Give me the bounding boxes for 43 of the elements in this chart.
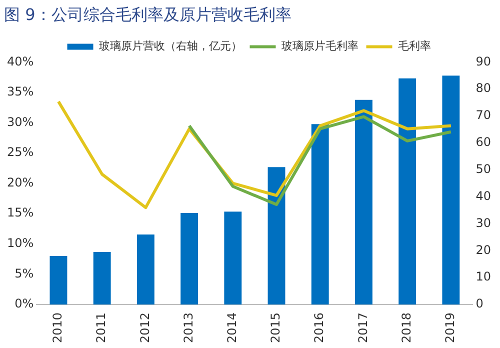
y2-tick-label: 80 [476, 81, 492, 96]
y2-tick-label: 40 [476, 188, 492, 203]
bar [224, 212, 242, 304]
y2-tick-label: 90 [476, 54, 492, 68]
legend-label: 毛利率 [398, 40, 431, 53]
bar [93, 252, 111, 304]
y2-tick-label: 70 [476, 108, 492, 122]
y-tick-label: 10% [7, 236, 34, 250]
bar [268, 167, 286, 304]
y2-tick-label: 10 [476, 270, 492, 284]
y-tick-label: 0% [14, 296, 34, 311]
y2-tick-label: 0 [476, 296, 484, 311]
x-tick-label: 2017 [356, 312, 370, 344]
legend-label: 玻璃原片毛利率 [281, 40, 358, 53]
x-tick-label: 2011 [94, 312, 108, 344]
bar [311, 124, 329, 304]
bar [442, 76, 460, 304]
y-tick-label: 15% [7, 206, 34, 220]
x-tick-label: 2018 [399, 312, 414, 344]
x-tick-label: 2010 [50, 312, 65, 344]
bar [136, 234, 154, 304]
x-tick-label: 2013 [181, 312, 196, 344]
y2-tick-label: 30 [476, 216, 492, 230]
x-tick-label: 2014 [225, 312, 240, 344]
y-tick-label: 25% [7, 145, 34, 160]
chart-title: 图 9：公司综合毛利率及原片营收毛利率 [4, 4, 292, 24]
y-tick-label: 5% [14, 266, 34, 280]
y-tick-label: 35% [7, 84, 34, 99]
legend-label: 玻璃原片营收（右轴，亿元） [98, 40, 242, 53]
x-tick-label: 2015 [268, 312, 283, 344]
bar [50, 256, 68, 304]
y2-tick-label: 50 [476, 162, 492, 176]
bar [180, 212, 198, 304]
y-tick-label: 40% [7, 54, 34, 68]
y2-tick-label: 60 [476, 135, 492, 150]
x-tick-label: 2019 [443, 312, 458, 344]
x-tick-label: 2016 [312, 312, 326, 344]
y-tick-label: 30% [7, 114, 34, 129]
y2-tick-label: 20 [476, 242, 492, 257]
bar [354, 100, 372, 304]
y-tick-label: 20% [7, 175, 34, 190]
x-tick-label: 2012 [138, 312, 152, 344]
bar [398, 78, 416, 304]
